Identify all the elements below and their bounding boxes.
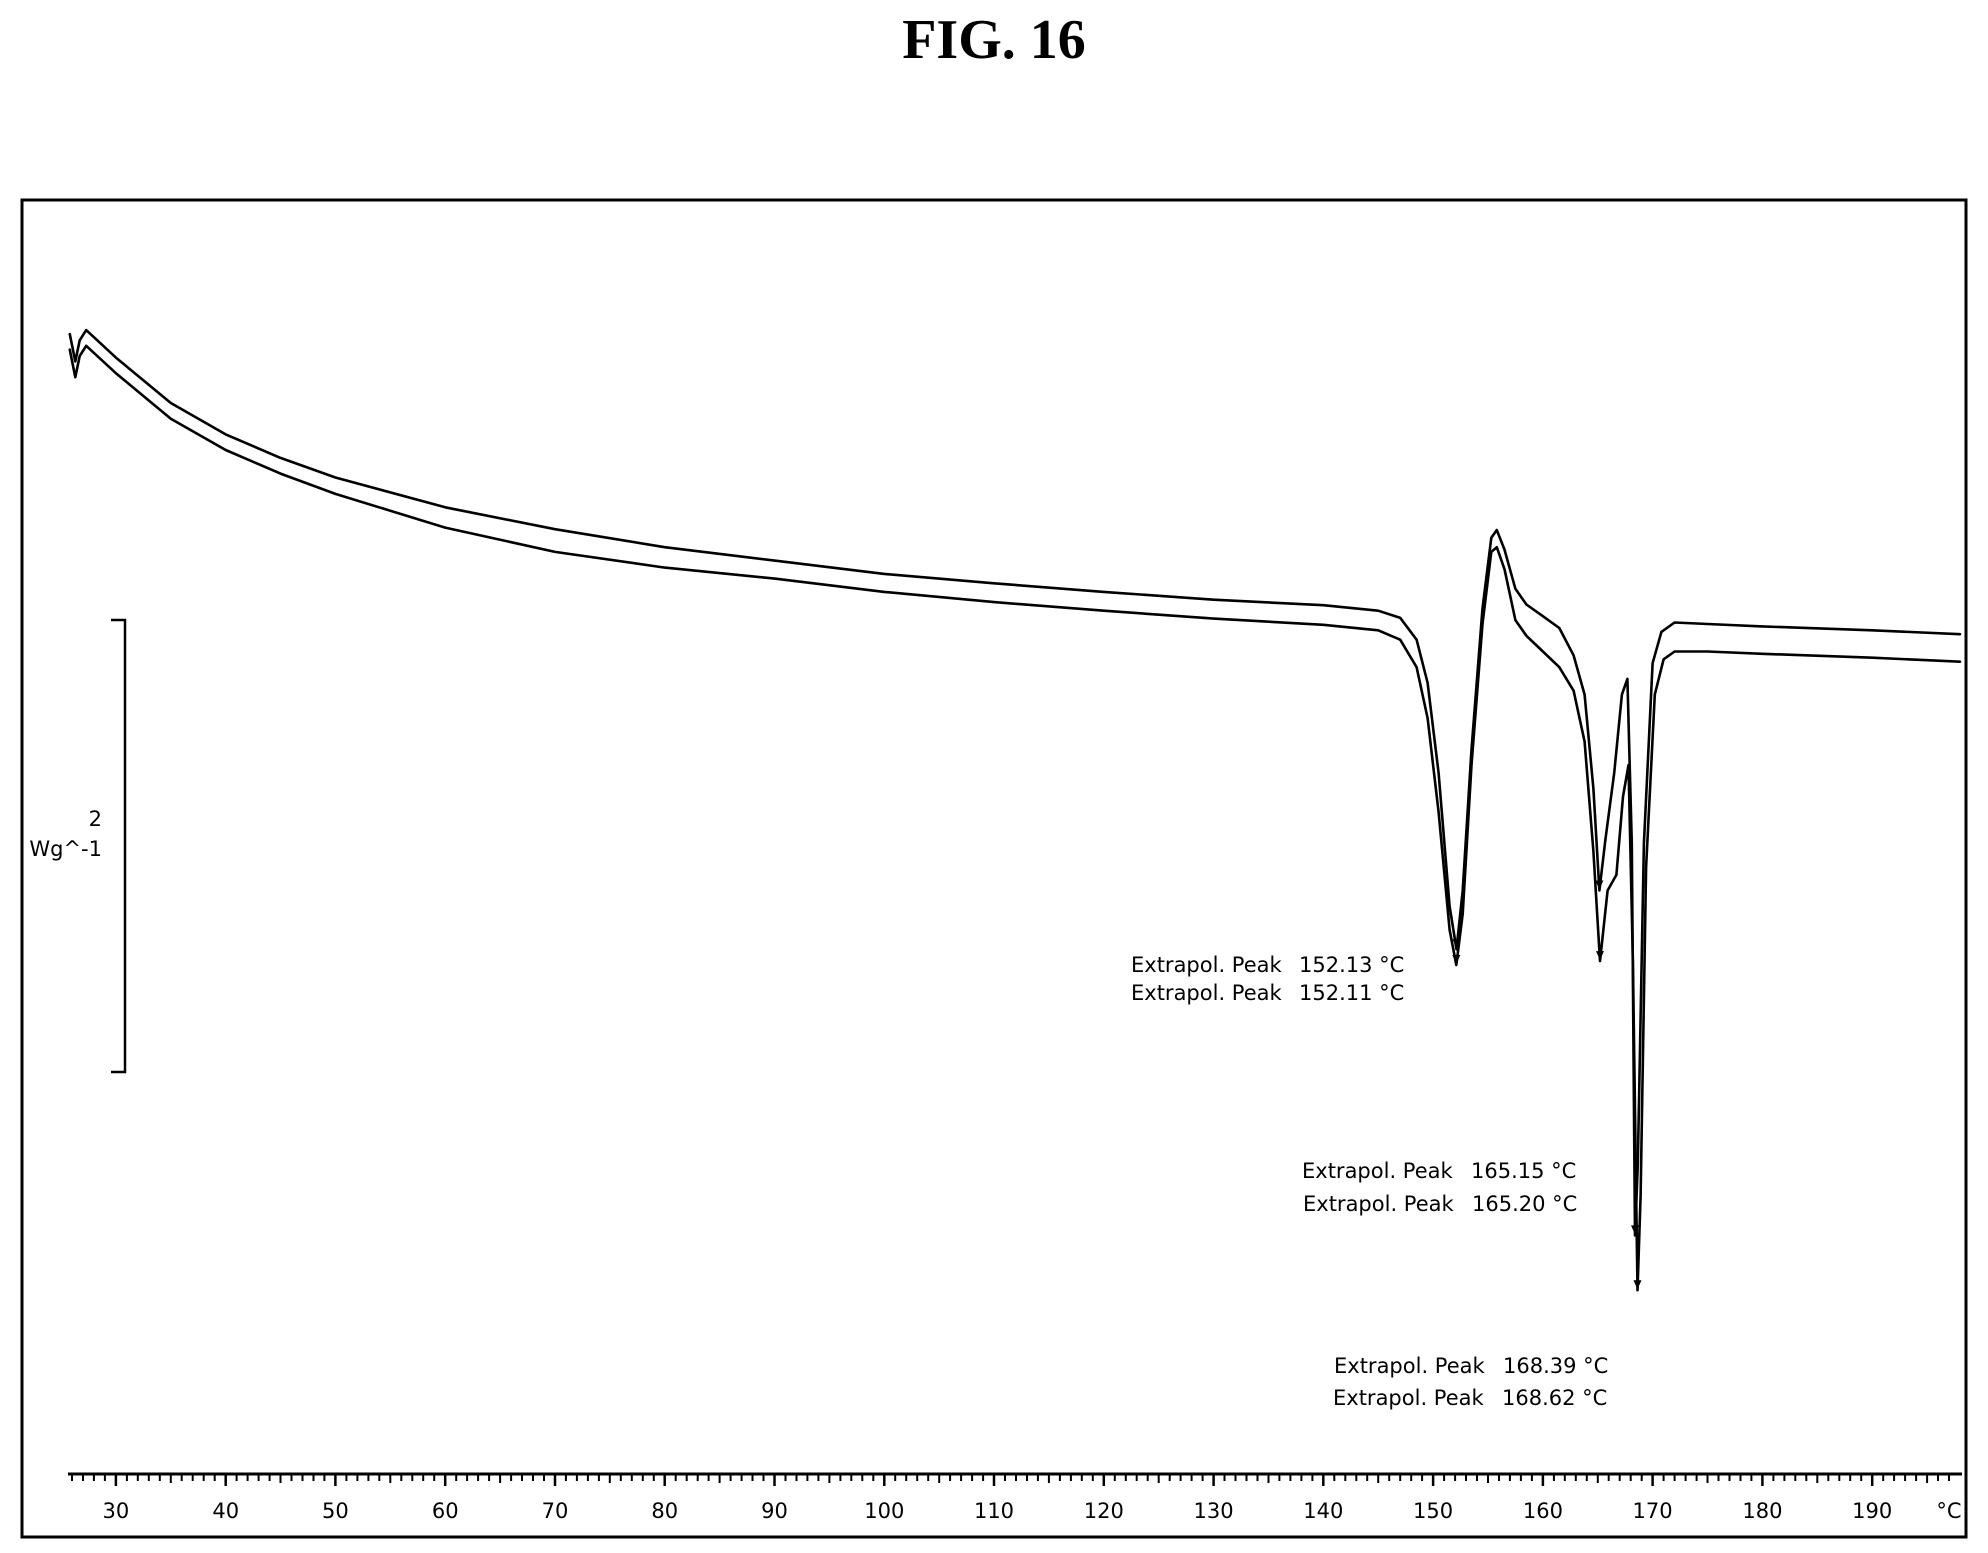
annotation-peak-168-62: Extrapol. Peak 168.62 °C bbox=[1333, 1386, 1607, 1410]
annotation-label: Extrapol. Peak bbox=[1303, 1192, 1454, 1216]
x-tick-label: 40 bbox=[212, 1499, 239, 1523]
annotation-label: Extrapol. Peak bbox=[1131, 981, 1282, 1005]
x-tick-label: 190 bbox=[1852, 1499, 1892, 1523]
annotation-peak-152-11: Extrapol. Peak 152.11 °C bbox=[1131, 981, 1404, 1005]
annotation-label: Extrapol. Peak bbox=[1334, 1354, 1485, 1378]
annotation-label: Extrapol. Peak bbox=[1302, 1159, 1453, 1183]
y-axis-label: Wg^-1 bbox=[29, 837, 102, 861]
annotations: Extrapol. Peak 152.13 °C Extrapol. Peak … bbox=[1131, 953, 1608, 1410]
x-tick-label: 100 bbox=[864, 1499, 904, 1523]
annotation-label: Extrapol. Peak bbox=[1131, 953, 1282, 977]
annotation-peak-165-20: Extrapol. Peak 165.20 °C bbox=[1303, 1192, 1577, 1216]
series-line-1 bbox=[68, 328, 1962, 1237]
series-line-2 bbox=[68, 344, 1962, 1292]
x-tick-label: 70 bbox=[542, 1499, 569, 1523]
scale-bar-value: 2 bbox=[89, 807, 102, 831]
peak-markers bbox=[1452, 880, 1642, 1290]
x-tick-label: 80 bbox=[651, 1499, 678, 1523]
x-tick-label: 170 bbox=[1633, 1499, 1673, 1523]
annotation-label: Extrapol. Peak bbox=[1333, 1386, 1484, 1410]
x-tick-label: 120 bbox=[1084, 1499, 1124, 1523]
x-tick-label: 180 bbox=[1742, 1499, 1782, 1523]
x-tick-label: 60 bbox=[432, 1499, 459, 1523]
peak-marker bbox=[1595, 880, 1604, 890]
x-tick-label: 160 bbox=[1523, 1499, 1563, 1523]
scale-bar-bracket bbox=[111, 618, 127, 1074]
scale-bar: 2 Wg^-1 bbox=[29, 618, 127, 1074]
x-tick-label: 150 bbox=[1413, 1499, 1453, 1523]
figure-title: FIG. 16 bbox=[902, 9, 1086, 71]
x-axis-ticks bbox=[71, 1474, 1950, 1486]
x-axis-tick-labels: 30 40 50 60 70 80 90 100 110 120 130 140 150 160 170 18… bbox=[103, 1499, 1893, 1523]
peak-marker bbox=[1633, 1280, 1642, 1290]
annotation-value: 165.15 °C bbox=[1471, 1159, 1576, 1183]
x-tick-label: 140 bbox=[1303, 1499, 1343, 1523]
peak-marker bbox=[1452, 939, 1461, 949]
annotation-value: 152.13 °C bbox=[1299, 953, 1404, 977]
peak-marker bbox=[1596, 951, 1604, 961]
annotation-value: 168.39 °C bbox=[1503, 1354, 1608, 1378]
x-tick-label: 30 bbox=[103, 1499, 130, 1523]
annotation-value: 168.62 °C bbox=[1502, 1386, 1607, 1410]
peak-marker bbox=[1452, 955, 1461, 964]
annotation-value: 152.11 °C bbox=[1299, 981, 1404, 1005]
x-tick-label: 90 bbox=[761, 1499, 788, 1523]
annotation-peak-168-39: Extrapol. Peak 168.39 °C bbox=[1334, 1354, 1608, 1378]
series-layer bbox=[68, 328, 1962, 1292]
annotation-value: 165.20 °C bbox=[1472, 1192, 1577, 1216]
plot-frame bbox=[20, 198, 1968, 1539]
annotation-peak-165-15: Extrapol. Peak 165.15 °C bbox=[1302, 1159, 1576, 1183]
x-tick-label: 110 bbox=[974, 1499, 1014, 1523]
annotation-peak-152-13: Extrapol. Peak 152.13 °C bbox=[1131, 953, 1404, 977]
peak-marker bbox=[1631, 1225, 1639, 1235]
x-axis-unit: °C bbox=[1936, 1499, 1961, 1523]
x-tick-label: 130 bbox=[1194, 1499, 1234, 1523]
x-tick-label: 50 bbox=[322, 1499, 349, 1523]
